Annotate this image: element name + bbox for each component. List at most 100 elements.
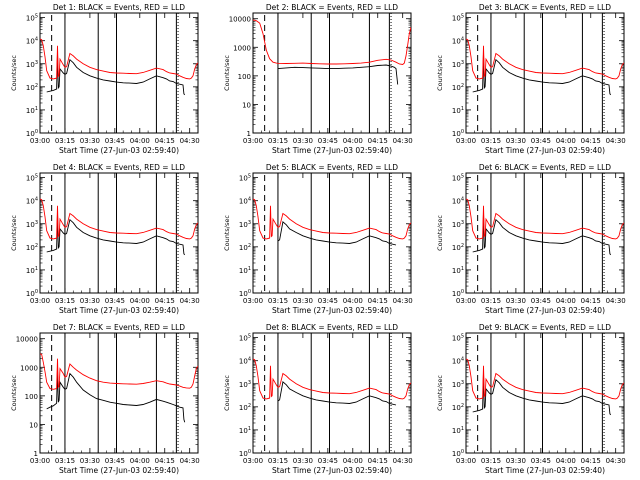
- x-tick-label: 04:15: [155, 137, 175, 145]
- panel-title: Det 4: BLACK = Events, RED = LLD: [53, 163, 185, 172]
- series-group: [40, 38, 198, 96]
- x-axis-label: Start Time (27-Jun-03 02:59:40): [485, 466, 605, 475]
- x-tick-label: 03:00: [30, 137, 50, 145]
- x-tick-label: 04:15: [368, 457, 388, 465]
- y-tick-label: 102: [26, 83, 38, 92]
- y-tick-label: 103: [239, 220, 251, 229]
- x-tick-label: 04:00: [343, 457, 363, 465]
- y-tick-label: 103: [452, 220, 464, 229]
- x-tick-label: 03:00: [243, 297, 263, 305]
- x-tick-label: 03:15: [268, 297, 288, 305]
- x-tick-label: 04:30: [180, 137, 200, 145]
- x-axis-label: Start Time (27-Jun-03 02:59:40): [272, 466, 392, 475]
- detector-panel-9: 100 101 102 103 104 105 03:00 03:15 03:30 03:45 04…: [436, 323, 626, 475]
- x-axis-label: Start Time (27-Jun-03 02:59:40): [59, 146, 179, 155]
- x-tick-label: 04:30: [180, 297, 200, 305]
- x-tick-label: 03:00: [30, 297, 50, 305]
- series-group: [466, 38, 624, 96]
- events-series-line: [46, 212, 186, 256]
- x-tick-label: 03:30: [80, 297, 100, 305]
- y-tick-label: 100: [452, 289, 464, 298]
- events-series-line: [46, 52, 186, 96]
- x-tick-label: 03:00: [456, 137, 476, 145]
- x-tick-label: 04:30: [180, 457, 200, 465]
- x-tick-label: 03:15: [268, 137, 288, 145]
- lld-series-line: [466, 198, 624, 240]
- lld-series-line: [253, 358, 411, 400]
- y-tick-label: 104: [452, 357, 464, 366]
- y-tick-label: 1: [247, 130, 251, 138]
- x-tick-label: 04:30: [606, 137, 626, 145]
- y-tick-label: 105: [239, 174, 251, 183]
- x-axis-label: Start Time (27-Jun-03 02:59:40): [272, 306, 392, 315]
- y-axis-label: Counts/sec: [10, 55, 18, 91]
- panel-title: Det 5: BLACK = Events, RED = LLD: [266, 163, 398, 172]
- lld-series-line: [466, 358, 624, 400]
- panel-title: Det 7: BLACK = Events, RED = LLD: [53, 323, 185, 332]
- x-tick-label: 04:15: [581, 137, 601, 145]
- y-tick-label: 102: [26, 243, 38, 252]
- x-tick-label: 03:30: [293, 297, 313, 305]
- x-tick-label: 04:00: [343, 137, 363, 145]
- y-tick-label: 101: [239, 426, 251, 435]
- x-tick-label: 03:45: [531, 457, 551, 465]
- y-axis-label: Counts/sec: [223, 375, 231, 411]
- x-tick-label: 03:45: [318, 137, 338, 145]
- y-axis-label: Counts/sec: [436, 55, 444, 91]
- events-series-line: [277, 64, 399, 85]
- x-tick-label: 04:00: [130, 137, 150, 145]
- y-tick-label: 101: [26, 266, 38, 275]
- events-series-line: [472, 372, 612, 416]
- y-tick-label: 101: [239, 266, 251, 275]
- panel-title: Det 8: BLACK = Events, RED = LLD: [266, 323, 398, 332]
- y-axis-label: Counts/sec: [436, 375, 444, 411]
- x-tick-label: 03:00: [456, 297, 476, 305]
- detector-panel-1: 100 101 102 103 104 105 03:00 03:15 03:30 03:45 04…: [10, 3, 200, 155]
- y-tick-label: 105: [452, 14, 464, 23]
- y-tick-label: 101: [452, 426, 464, 435]
- y-tick-label: 1: [34, 450, 38, 458]
- y-tick-label: 102: [452, 83, 464, 92]
- x-tick-label: 04:30: [606, 457, 626, 465]
- y-tick-label: 103: [239, 380, 251, 389]
- x-tick-label: 03:00: [456, 457, 476, 465]
- x-tick-label: 04:00: [130, 297, 150, 305]
- x-tick-label: 04:15: [581, 457, 601, 465]
- x-tick-label: 03:45: [105, 457, 125, 465]
- panel-title: Det 3: BLACK = Events, RED = LLD: [479, 3, 611, 12]
- series-group: [40, 198, 198, 256]
- x-tick-label: 04:15: [155, 457, 175, 465]
- x-tick-label: 04:30: [393, 457, 413, 465]
- series-group: [466, 358, 624, 416]
- plot-frame: [39, 332, 199, 454]
- x-tick-label: 04:30: [393, 137, 413, 145]
- lld-series-line: [40, 198, 198, 240]
- plot-frame: [252, 12, 412, 134]
- x-tick-label: 03:45: [318, 457, 338, 465]
- y-tick-label: 100: [452, 449, 464, 458]
- lld-series-line: [40, 353, 198, 390]
- y-tick-label: 100: [26, 129, 38, 138]
- x-tick-label: 03:30: [506, 137, 526, 145]
- series-group: [466, 198, 624, 256]
- x-tick-label: 03:45: [531, 137, 551, 145]
- series-group: [40, 353, 198, 423]
- x-tick-label: 03:15: [55, 297, 75, 305]
- y-axis-label: Counts/sec: [223, 215, 231, 251]
- x-tick-label: 03:15: [481, 297, 501, 305]
- y-tick-label: 104: [452, 197, 464, 206]
- y-tick-label: 105: [452, 334, 464, 343]
- x-tick-label: 03:30: [80, 457, 100, 465]
- x-tick-label: 04:00: [130, 457, 150, 465]
- y-tick-label: 102: [239, 243, 251, 252]
- y-tick-label: 102: [452, 403, 464, 412]
- y-axis-label: Counts/sec: [10, 375, 18, 411]
- x-tick-label: 03:00: [30, 457, 50, 465]
- y-axis-label: Counts/sec: [436, 215, 444, 251]
- x-tick-label: 04:15: [368, 297, 388, 305]
- x-tick-label: 03:15: [55, 137, 75, 145]
- y-tick-label: 104: [452, 37, 464, 46]
- y-tick-label: 105: [26, 174, 38, 183]
- y-tick-label: 100: [452, 129, 464, 138]
